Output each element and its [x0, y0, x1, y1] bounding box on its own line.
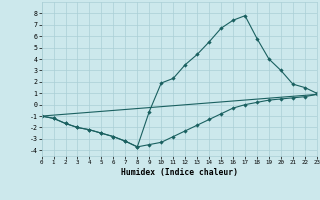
X-axis label: Humidex (Indice chaleur): Humidex (Indice chaleur) [121, 168, 238, 177]
